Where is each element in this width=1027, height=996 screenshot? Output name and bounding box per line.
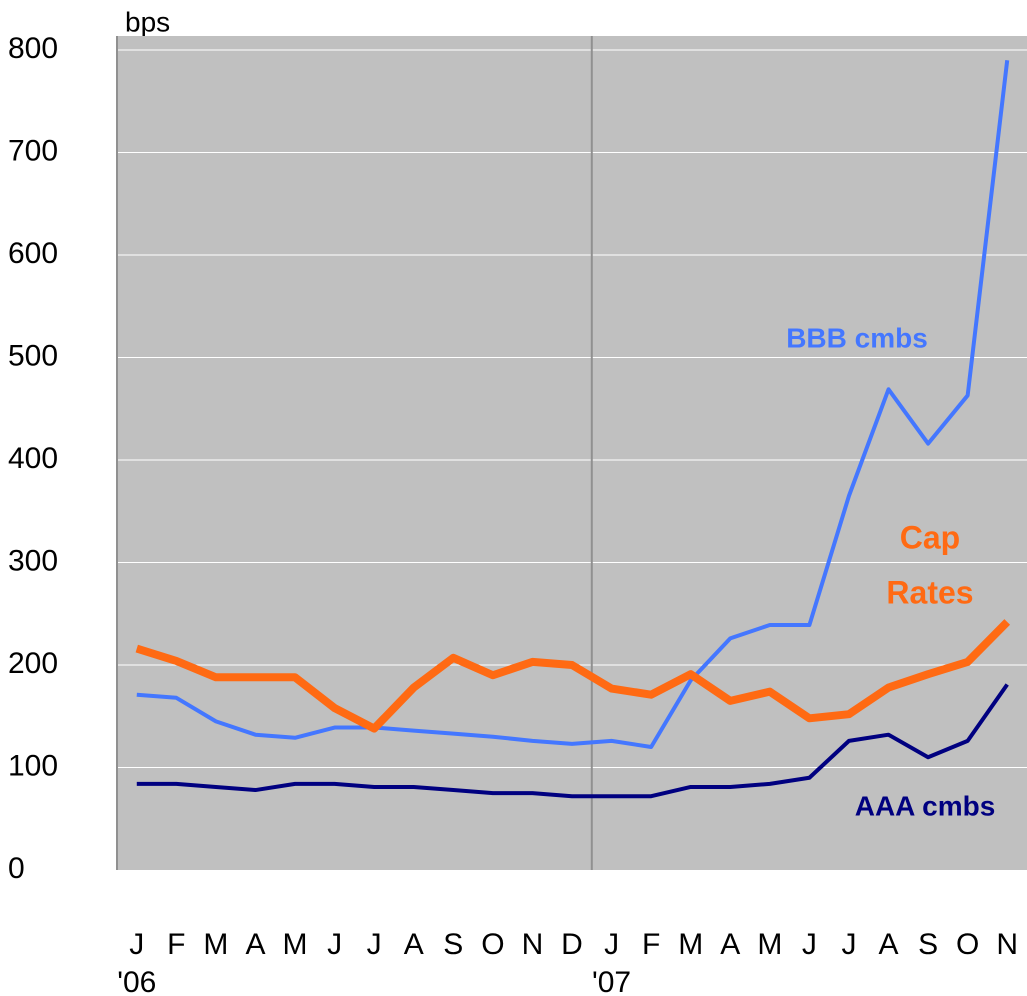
y-tick-label: 300 (8, 544, 58, 577)
x-tick-label: O (481, 928, 504, 961)
series-label: Cap (900, 519, 960, 555)
x-tick-label: J (129, 928, 144, 961)
x-tick-label: M (757, 928, 782, 961)
y-axis-label: bps (125, 6, 170, 37)
x-tick-label: D (561, 928, 583, 961)
x-tick-label: F (642, 928, 660, 961)
series-label: AAA cmbs (855, 790, 996, 821)
x-tick-label: A (720, 928, 740, 961)
x-tick-label: M (203, 928, 228, 961)
series-label: Rates (886, 574, 973, 610)
y-tick-label: 600 (8, 237, 58, 270)
x-tick-label: J (367, 928, 382, 961)
series-label: BBB cmbs (786, 322, 928, 353)
x-tick-label: F (167, 928, 185, 961)
y-tick-label: 500 (8, 339, 58, 372)
x-tick-label: N (996, 928, 1018, 961)
x-tick-label: J (327, 928, 342, 961)
y-tick-label: 100 (8, 749, 58, 782)
y-tick-label: 400 (8, 442, 58, 475)
x-tick-label: J (841, 928, 856, 961)
y-tick-label: 800 (8, 32, 58, 65)
x-tick-label: O (956, 928, 979, 961)
series-line (135, 619, 1011, 733)
x-tick-label: A (245, 928, 265, 961)
year-label: '07 (592, 966, 631, 996)
year-label: '06 (117, 966, 156, 996)
x-tick-label: J (802, 928, 817, 961)
x-tick-label: J (604, 928, 619, 961)
plot-background (117, 36, 1027, 870)
x-tick-label: N (522, 928, 544, 961)
x-tick-label: A (879, 928, 899, 961)
series-line (136, 60, 1010, 749)
series-line (136, 683, 1009, 799)
x-tick-label: A (404, 928, 424, 961)
x-tick-label: S (918, 928, 938, 961)
y-tick-label: 0 (8, 852, 25, 885)
x-tick-label: S (443, 928, 463, 961)
y-tick-label: 700 (8, 134, 58, 167)
x-tick-label: M (283, 928, 308, 961)
y-tick-label: 200 (8, 647, 58, 680)
x-tick-label: M (678, 928, 703, 961)
